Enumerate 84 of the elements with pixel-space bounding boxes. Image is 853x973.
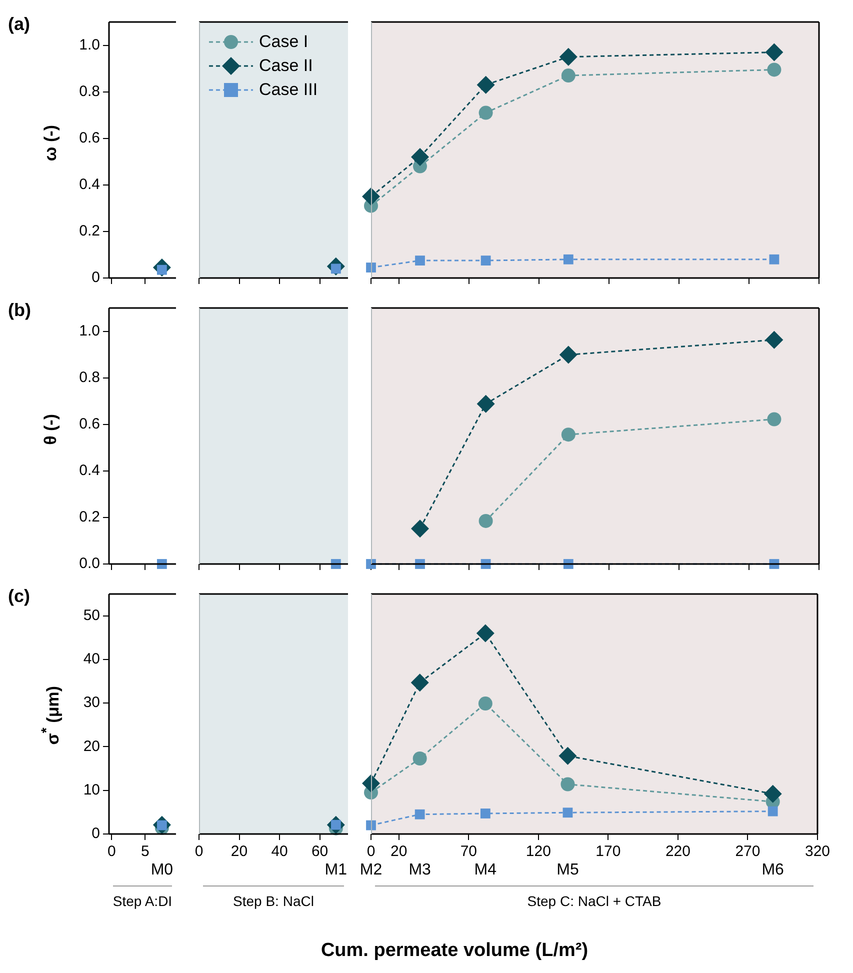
point [412,752,427,766]
point [559,346,578,364]
point [767,412,782,426]
x-tick-label: 20 [230,843,248,860]
x-tick-label: 320 [804,843,830,860]
point [561,428,576,442]
text: M3 [408,861,432,878]
text: M1 [324,861,348,878]
point [411,148,429,166]
point [768,806,778,816]
y-tick-label: 0.8 [79,368,100,386]
y-axis-title: ω (-) [41,124,61,162]
y-tick-label: 0 [92,269,100,286]
y-tick-label: 0.2 [79,508,100,526]
x-tick-label: 170 [596,843,621,860]
point [561,68,576,83]
y-tick-label: 30 [83,694,100,712]
y-tick-label: 0.8 [79,82,100,100]
x-tick-label: 120 [526,843,551,860]
x-tick-label: 0 [194,843,204,860]
point [362,774,380,792]
x-tick-label: 0 [366,843,376,860]
point [366,262,376,272]
text: M0 [150,861,174,878]
text: Step B: NaCl [233,892,314,909]
point [366,559,376,569]
x-tick-label: 270 [735,843,760,860]
x-tick-label: 70 [460,843,478,860]
point [769,254,780,264]
x-tick-label: 5 [141,843,150,860]
y-tick-label: 0.6 [79,130,100,147]
text: Step A:DI [112,892,172,909]
y-tick-label: 0.4 [79,176,100,194]
legend-label: Case I [259,31,308,53]
chart-title: (a) [8,14,30,34]
point [562,808,573,818]
y-tick-label: 1.0 [79,322,100,340]
point [558,746,577,765]
point [559,48,578,66]
point [765,43,784,62]
text: M5 [556,861,579,878]
y-tick-label: 50 [83,606,100,624]
point [480,256,491,266]
point [476,76,495,94]
point [478,514,493,528]
point [764,784,782,803]
point [362,188,380,206]
y-tick-label: 0.2 [79,222,100,240]
point [476,624,494,642]
point [410,674,429,692]
x-tick-label: 220 [665,843,690,860]
x-tick-label: 40 [271,843,288,860]
point [560,777,575,792]
text: M2 [360,861,382,878]
x-tick-label: 20 [390,843,408,860]
y-tick-label: 0.6 [79,416,100,433]
text: M4 [474,861,497,878]
x-axis-title: Cum. permeate volume (L/m²) [320,940,590,962]
point [478,696,492,711]
text: Step C: NaCl + CTAB [527,892,662,909]
y-tick-label: 10 [83,782,100,799]
legend-label: Case II [259,55,313,77]
y-tick-label: 0.4 [79,462,100,480]
point [476,394,495,413]
point [414,809,425,820]
point [478,106,493,120]
point [767,62,782,77]
y-tick-label: 40 [83,650,100,668]
chart-title: (c) [8,586,30,606]
text: M6 [762,861,784,878]
point [415,256,425,266]
point [480,808,490,818]
y-tick-label: 20 [83,738,100,755]
x-tick-label: 0 [108,843,116,860]
y-tick-label: 0 [92,825,100,842]
x-tick-label: 60 [311,843,328,860]
chart-title: (b) [8,300,31,320]
point [765,330,784,349]
point [563,254,574,264]
legend-label: Case III [259,79,318,101]
y-tick-label: 1.0 [79,36,100,54]
y-tick-label: 0.0 [79,555,100,572]
point [411,520,429,538]
y-axis-title: θ (-) [41,414,61,444]
